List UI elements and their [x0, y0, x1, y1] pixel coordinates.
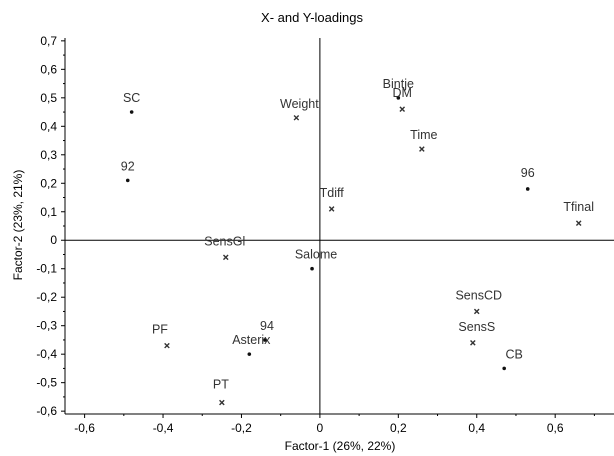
cross-marker: [470, 339, 476, 346]
cross-marker: [473, 308, 480, 315]
cross-marker: [293, 114, 300, 121]
y-tick-label: -0,4: [36, 347, 57, 361]
y-tick-label: -0,1: [36, 262, 57, 276]
point-label: SensGl: [204, 234, 245, 248]
cross-stroke: [470, 339, 476, 346]
point-label: SensCD: [455, 288, 502, 302]
point-label: SensS: [458, 320, 495, 334]
point-marker: [396, 96, 401, 100]
point-marker: [129, 110, 134, 114]
point-label: Bintje: [383, 77, 414, 91]
x-tick-label: -0,4: [153, 421, 174, 435]
point-label: Tdiff: [320, 186, 345, 200]
y-tick-label: -0,6: [36, 404, 57, 418]
point-label: 94: [260, 319, 274, 333]
point-marker: [310, 266, 314, 271]
cross-stroke: [419, 146, 425, 152]
x-tick-label: 0,2: [390, 421, 407, 435]
point-label: Weight: [280, 97, 319, 111]
cross-marker: [222, 254, 229, 261]
cross-marker: [328, 206, 335, 212]
axes: 0,7 0,6 0,5 0,4 0,3 0,2 0,1 0 -0,1 -0,2 -0,3 -0,4 -0…: [36, 34, 614, 435]
x-tick-label: 0,6: [547, 421, 564, 435]
y-tick-label: 0: [50, 233, 57, 247]
point-label: PT: [213, 378, 229, 392]
y-tick-label: 0,5: [40, 91, 57, 105]
y-tick-label: 0,4: [40, 119, 57, 133]
point-label: Tfinal: [563, 200, 594, 214]
cross-stroke: [219, 399, 225, 406]
point-label: Salome: [295, 248, 337, 262]
y-axis-label: Factor-2 (23%, 21%): [11, 170, 25, 281]
cross-stroke: [328, 206, 335, 212]
y-tick-label: 0,3: [40, 148, 57, 162]
point-label: CB: [506, 347, 523, 361]
y-tick-label: 0,6: [40, 62, 57, 76]
point-marker: [263, 338, 267, 342]
point-label: PF: [152, 323, 168, 337]
x-tick-label: -0,2: [231, 421, 252, 435]
cross-stroke: [222, 254, 229, 261]
cross-stroke: [473, 308, 480, 315]
cross-marker: [419, 146, 425, 152]
y-tick-label: 0,7: [40, 34, 57, 48]
point-label: Time: [410, 128, 437, 142]
y-tick-label: -0,2: [36, 290, 57, 304]
point-marker: [125, 178, 130, 183]
point-label: DM: [393, 86, 412, 100]
y-tick-label: 0,1: [40, 205, 57, 219]
x-tick-label: -0,6: [74, 421, 95, 435]
x-tick-label: 0,4: [468, 421, 485, 435]
cross-stroke: [164, 342, 170, 349]
y-tick-label: 0,2: [40, 176, 57, 190]
cross-marker: [399, 106, 406, 113]
point-label: SC: [123, 91, 140, 105]
cross-marker: [164, 342, 170, 349]
chart-title: X- and Y-loadings: [261, 10, 363, 25]
point-marker: [502, 366, 507, 371]
cross-stroke: [399, 106, 406, 113]
cross-marker: [219, 399, 225, 406]
y-tick-label: -0,3: [36, 319, 57, 333]
point-label: 96: [521, 166, 535, 180]
x-tick-label: 0: [317, 421, 324, 435]
x-axis-label: Factor-1 (26%, 22%): [285, 439, 396, 453]
cross-marker: [575, 220, 582, 226]
cross-stroke: [575, 220, 582, 226]
point-marker: [525, 187, 530, 191]
point-marker: [247, 352, 252, 356]
cross-stroke: [293, 114, 300, 121]
point-label: Asterix: [232, 333, 271, 347]
point-label: 92: [121, 159, 135, 173]
y-tick-label: -0,5: [36, 376, 57, 390]
